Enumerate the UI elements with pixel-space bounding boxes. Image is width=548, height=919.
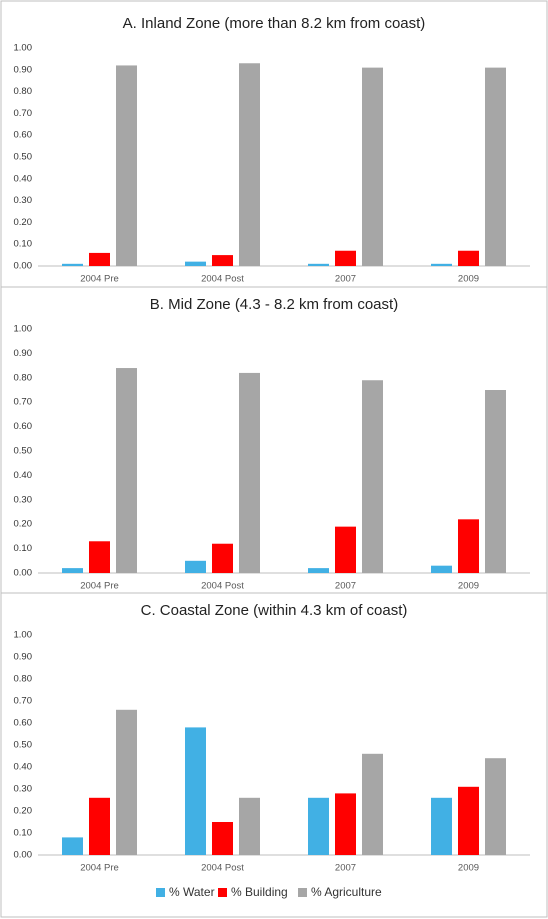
y-tick-label: 0.00 xyxy=(14,850,33,861)
y-tick-label: 0.30 xyxy=(14,195,33,206)
y-tick-label: 0.90 xyxy=(14,652,33,663)
y-tick-label: 0.00 xyxy=(14,568,33,579)
bar xyxy=(308,797,329,855)
bar xyxy=(239,372,260,573)
bar xyxy=(458,250,479,266)
bar xyxy=(239,797,260,855)
y-tick-label: 0.00 xyxy=(14,261,33,272)
y-tick-label: 0.80 xyxy=(14,372,33,383)
x-tick-label: 2007 xyxy=(335,274,356,285)
y-tick-label: 0.50 xyxy=(14,740,33,751)
bar xyxy=(62,263,83,266)
x-tick-label: 2007 xyxy=(335,581,356,592)
bar xyxy=(116,709,137,855)
y-tick-label: 0.40 xyxy=(14,762,33,773)
bar xyxy=(335,526,356,573)
y-tick-label: 0.70 xyxy=(14,397,33,408)
bar xyxy=(335,250,356,266)
bar xyxy=(485,390,506,573)
bar xyxy=(185,560,206,573)
x-tick-label: 2004 Post xyxy=(201,863,244,874)
y-tick-label: 0.50 xyxy=(14,446,33,457)
y-tick-label: 0.90 xyxy=(14,64,33,75)
x-tick-label: 2009 xyxy=(458,274,479,285)
bar xyxy=(89,541,110,573)
bar xyxy=(212,822,233,855)
x-tick-label: 2004 Post xyxy=(201,274,244,285)
y-tick-label: 0.90 xyxy=(14,348,33,359)
bar xyxy=(308,263,329,266)
chart-title: A. Inland Zone (more than 8.2 km from co… xyxy=(123,15,426,32)
legend-label: % Agriculture xyxy=(311,885,382,899)
y-tick-label: 0.80 xyxy=(14,86,33,97)
y-tick-label: 0.80 xyxy=(14,674,33,685)
bar xyxy=(458,786,479,855)
bar xyxy=(485,67,506,267)
chart-title: C. Coastal Zone (within 4.3 km of coast) xyxy=(141,602,408,619)
legend-label: % Water xyxy=(169,885,215,899)
x-tick-label: 2007 xyxy=(335,863,356,874)
bar xyxy=(89,252,110,266)
y-tick-label: 0.20 xyxy=(14,217,33,228)
bar xyxy=(485,758,506,855)
y-tick-label: 0.40 xyxy=(14,173,33,184)
y-tick-label: 0.60 xyxy=(14,718,33,729)
bar xyxy=(116,65,137,266)
bar xyxy=(431,797,452,855)
bar xyxy=(116,368,137,573)
panel xyxy=(0,592,548,918)
bar xyxy=(308,568,329,573)
x-tick-label: 2009 xyxy=(458,581,479,592)
chart-title: B. Mid Zone (4.3 - 8.2 km from coast) xyxy=(150,296,398,313)
bar xyxy=(431,565,452,573)
x-tick-label: 2009 xyxy=(458,863,479,874)
y-tick-label: 0.10 xyxy=(14,828,33,839)
y-tick-label: 0.20 xyxy=(14,806,33,817)
bar xyxy=(212,543,233,573)
y-tick-label: 0.30 xyxy=(14,494,33,505)
y-tick-label: 1.00 xyxy=(14,324,33,335)
panel xyxy=(0,0,548,288)
legend-swatch xyxy=(156,888,165,897)
x-tick-label: 2004 Pre xyxy=(80,863,119,874)
x-tick-label: 2004 Post xyxy=(201,581,244,592)
y-tick-label: 0.60 xyxy=(14,130,33,141)
bar xyxy=(362,380,383,573)
y-tick-label: 1.00 xyxy=(14,630,33,641)
bar xyxy=(185,261,206,266)
y-tick-label: 0.20 xyxy=(14,519,33,530)
y-tick-label: 0.10 xyxy=(14,239,33,250)
legend-swatch xyxy=(298,888,307,897)
bar xyxy=(458,519,479,573)
legend-swatch xyxy=(218,888,227,897)
x-tick-label: 2004 Pre xyxy=(80,581,119,592)
bar xyxy=(362,753,383,855)
y-tick-label: 1.00 xyxy=(14,43,33,54)
y-tick-label: 0.60 xyxy=(14,421,33,432)
y-tick-label: 0.70 xyxy=(14,108,33,119)
y-tick-label: 0.70 xyxy=(14,696,33,707)
bar xyxy=(362,67,383,267)
y-tick-label: 0.30 xyxy=(14,784,33,795)
bar xyxy=(239,63,260,267)
bar xyxy=(89,797,110,855)
bar xyxy=(431,263,452,266)
x-tick-label: 2004 Pre xyxy=(80,274,119,285)
bar xyxy=(212,255,233,266)
y-tick-label: 0.10 xyxy=(14,543,33,554)
y-tick-label: 0.50 xyxy=(14,152,33,163)
y-tick-label: 0.40 xyxy=(14,470,33,481)
bar xyxy=(62,837,83,855)
bar xyxy=(335,793,356,855)
bar xyxy=(62,568,83,573)
bar xyxy=(185,727,206,855)
legend-label: % Building xyxy=(231,885,288,899)
